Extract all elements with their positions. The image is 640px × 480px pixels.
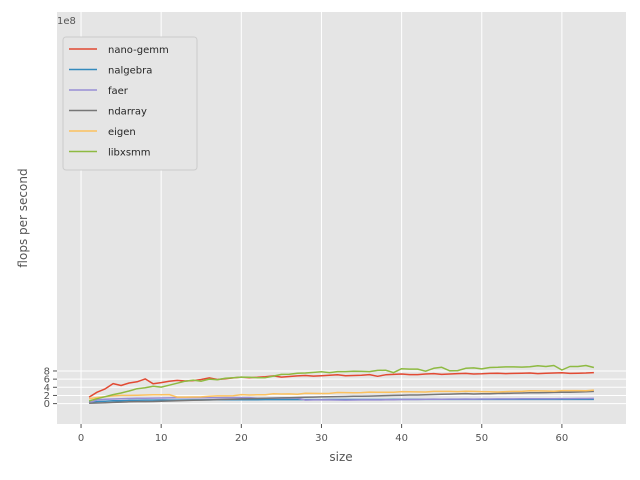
y-offset-label: 1e8 [57, 16, 76, 27]
x-axis-label: size [329, 450, 352, 464]
legend-label: faer [108, 86, 129, 97]
x-tick-label: 0 [78, 433, 84, 444]
series-line-faer [88, 396, 594, 404]
y-tick-label: 0 [44, 399, 50, 410]
series-line-eigen [88, 389, 594, 400]
y-tick-label: 8 [44, 366, 50, 377]
y-tick-label: 6 [44, 375, 50, 386]
legend-label: eigen [108, 127, 136, 138]
x-tick-label: 10 [155, 433, 168, 444]
legend: nano-gemm nalgebra faer ndarray eigen libxsmm [62, 36, 198, 171]
legend-label: nano-gemm [108, 45, 169, 56]
legend-label: nalgebra [108, 66, 152, 77]
y-tick-label: 4 [44, 383, 50, 394]
x-tick-label: 30 [315, 433, 328, 444]
x-tick-label: 60 [556, 433, 569, 444]
series-line-libxsmm [88, 364, 595, 402]
x-axis-ticks: 0 10 20 30 40 50 60 [78, 424, 568, 444]
series-line-nano-gemm [88, 371, 594, 398]
legend-label: ndarray [108, 107, 147, 118]
x-tick-label: 40 [395, 433, 408, 444]
y-tick-label: 2 [44, 391, 50, 402]
series-line-ndarray [89, 390, 594, 405]
x-tick-label: 20 [235, 433, 248, 444]
y-axis-label: flops per second [16, 168, 30, 267]
x-tick-label: 50 [475, 433, 488, 444]
series-lines [88, 364, 595, 405]
legend-label: libxsmm [108, 148, 151, 159]
